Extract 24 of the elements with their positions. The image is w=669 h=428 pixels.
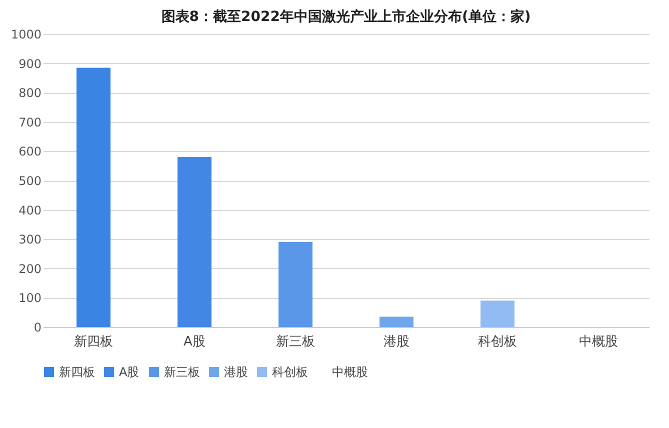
x-tick-label: 新四板: [74, 334, 113, 350]
legend-label: A股: [119, 365, 140, 379]
y-tick-label: 1000: [10, 28, 42, 42]
legend-label: 港股: [224, 365, 248, 379]
y-tick-label: 900: [18, 56, 42, 71]
y-tick-label: 200: [18, 262, 42, 276]
y-tick-label: 100: [18, 291, 42, 306]
chart-title: 图表8：截至2022年中国激光产业上市企业分布(单位：家): [161, 8, 531, 25]
text: 中概股: [332, 365, 368, 379]
legend-label: 科创板: [272, 365, 308, 379]
y-tick-label: 300: [18, 232, 42, 247]
x-tick-label: 科创板: [478, 334, 517, 350]
y-tick-label: 600: [18, 144, 42, 159]
legend-label: 新三板: [164, 365, 200, 379]
y-tick-label: 800: [18, 86, 42, 100]
y-tick-label: 0: [34, 320, 42, 334]
x-tick-label: 港股: [384, 334, 410, 350]
y-tick-label: 700: [18, 115, 42, 130]
x-tick-label: A股: [184, 334, 206, 350]
x-tick-label: 新三板: [276, 334, 315, 350]
y-tick-label: 400: [18, 203, 42, 218]
legend-label: 新四板: [59, 365, 95, 379]
x-tick-label: 中概股: [579, 334, 618, 350]
y-tick-label: 500: [18, 174, 42, 188]
